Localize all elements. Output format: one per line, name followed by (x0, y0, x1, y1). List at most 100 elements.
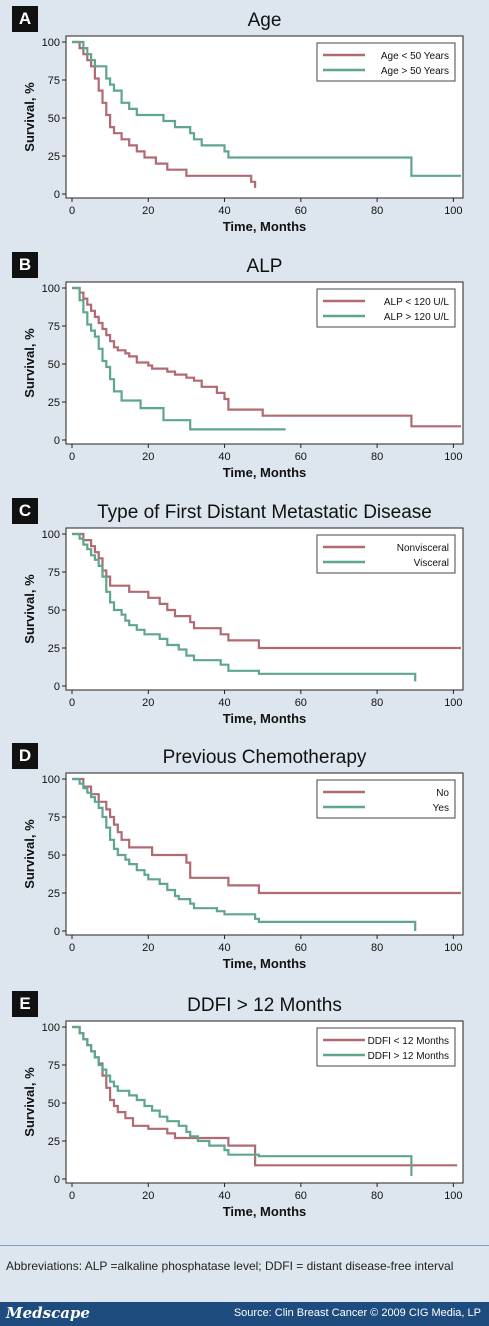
y-axis-label: Survival, % (22, 574, 37, 644)
y-tick-label: 100 (42, 37, 60, 49)
panel-e: E DDFI > 12 Months 0 25 50 75 100 0 20 40 60 80 100… (0, 991, 489, 1229)
y-tick-label: 25 (48, 151, 60, 163)
x-tick-label: 20 (142, 942, 154, 954)
chart-title: Type of First Distant Metastatic Disease (97, 502, 432, 523)
legend-label: ALP > 120 U/L (384, 312, 450, 323)
y-axis-label: Survival, % (22, 1067, 37, 1137)
survival-curve (72, 40, 461, 177)
panel-b: B ALP 0 25 50 75 100 0 20 40 60 80 100 Time, Months S… (0, 252, 489, 490)
legend-label: ALP < 120 U/L (384, 297, 450, 308)
y-tick-label: 100 (42, 1022, 60, 1034)
x-tick-label: 80 (371, 451, 383, 463)
legend-label: DDFI < 12 Months (368, 1036, 449, 1047)
panel-letter: C (12, 498, 38, 524)
km-chart-ddfi: DDFI > 12 Months 0 25 50 75 100 0 20 40 60 80 100 Ti… (22, 995, 464, 1219)
survival-curve (72, 286, 461, 428)
y-tick-label: 100 (42, 529, 60, 541)
y-axis-label: Survival, % (22, 82, 37, 152)
y-tick-label: 50 (48, 359, 60, 371)
y-tick-label: 75 (48, 812, 60, 824)
source-credit: Source: Clin Breast Cancer © 2009 CIG Me… (233, 1307, 481, 1319)
legend-label: Nonvisceral (397, 543, 449, 554)
legend-label: No (436, 788, 449, 799)
y-tick-label: 0 (54, 435, 60, 447)
y-tick-label: 0 (54, 1174, 60, 1186)
x-tick-label: 20 (142, 697, 154, 709)
divider (0, 1245, 489, 1246)
chart-title: Age (248, 10, 282, 31)
y-tick-label: 50 (48, 605, 60, 617)
legend-label: Visceral (414, 558, 449, 569)
panel-letter: E (12, 991, 38, 1017)
medscape-logo[interactable]: Medscape (6, 1304, 90, 1322)
x-tick-label: 40 (218, 1190, 230, 1202)
x-axis-label: Time, Months (223, 219, 307, 234)
legend-label: Yes (433, 803, 449, 814)
x-tick-label: 0 (69, 1190, 75, 1202)
x-axis-label: Time, Months (223, 956, 307, 971)
x-tick-label: 20 (142, 451, 154, 463)
y-tick-label: 0 (54, 189, 60, 201)
abbreviations-footnote: Abbreviations: ALP =alkaline phosphatase… (6, 1259, 454, 1273)
x-tick-label: 80 (371, 942, 383, 954)
x-axis-label: Time, Months (223, 1204, 307, 1219)
x-tick-label: 60 (295, 1190, 307, 1202)
y-axis-label: Survival, % (22, 328, 37, 398)
y-tick-label: 75 (48, 75, 60, 87)
y-tick-label: 25 (48, 888, 60, 900)
y-tick-label: 100 (42, 774, 60, 786)
panel-c: C Type of First Distant Metastatic Disea… (0, 498, 489, 736)
survival-curve (72, 532, 461, 650)
x-axis-label: Time, Months (223, 465, 307, 480)
y-tick-label: 75 (48, 321, 60, 333)
chart-title: ALP (247, 256, 283, 277)
x-tick-label: 80 (371, 205, 383, 217)
x-tick-label: 100 (444, 451, 462, 463)
x-tick-label: 40 (218, 697, 230, 709)
x-tick-label: 0 (69, 205, 75, 217)
panel-letter: A (12, 6, 38, 32)
x-tick-label: 40 (218, 205, 230, 217)
y-tick-label: 0 (54, 926, 60, 938)
legend (316, 534, 456, 574)
survival-curve (72, 40, 257, 188)
x-tick-label: 0 (69, 697, 75, 709)
panel-letter: D (12, 743, 38, 769)
y-tick-label: 25 (48, 643, 60, 655)
x-tick-label: 80 (371, 697, 383, 709)
x-tick-label: 60 (295, 697, 307, 709)
km-chart-alp: ALP 0 25 50 75 100 0 20 40 60 80 100 Time, Months Sur… (22, 256, 464, 480)
panel-letter: B (12, 252, 38, 278)
legend (316, 288, 456, 328)
survival-curve (72, 532, 417, 682)
x-tick-label: 80 (371, 1190, 383, 1202)
x-tick-label: 60 (295, 942, 307, 954)
x-tick-label: 20 (142, 205, 154, 217)
footer-bar: Medscape Source: Clin Breast Cancer © 20… (0, 1302, 489, 1326)
x-tick-label: 40 (218, 942, 230, 954)
y-axis-label: Survival, % (22, 819, 37, 889)
y-tick-label: 25 (48, 397, 60, 409)
panel-a: A Age 0 25 50 75 100 0 20 40 60 80 100 Time, Months S… (0, 6, 489, 244)
panel-d: D Previous Chemotherapy 0 25 50 75 100 0 20 40 60… (0, 743, 489, 981)
km-chart-metastatic-disease: Type of First Distant Metastatic Disease… (22, 502, 464, 726)
x-tick-label: 100 (444, 697, 462, 709)
y-tick-label: 75 (48, 567, 60, 579)
chart-title: DDFI > 12 Months (187, 995, 342, 1016)
x-tick-label: 100 (444, 942, 462, 954)
y-tick-label: 0 (54, 681, 60, 693)
survival-curve (72, 286, 286, 431)
km-chart-age: Age 0 25 50 75 100 0 20 40 60 80 100 Time, Months Sur… (22, 10, 464, 234)
y-tick-label: 75 (48, 1060, 60, 1072)
y-tick-label: 50 (48, 1098, 60, 1110)
legend-label: Age > 50 Years (381, 66, 449, 77)
y-tick-label: 50 (48, 850, 60, 862)
x-tick-label: 60 (295, 205, 307, 217)
legend-label: DDFI > 12 Months (368, 1051, 449, 1062)
y-tick-label: 100 (42, 283, 60, 295)
chart-title: Previous Chemotherapy (163, 747, 367, 768)
survival-curve (72, 1025, 413, 1176)
x-tick-label: 100 (444, 1190, 462, 1202)
km-chart-chemotherapy: Previous Chemotherapy 0 25 50 75 100 0 20 40 60 80… (22, 747, 464, 971)
survival-curve (72, 777, 417, 931)
